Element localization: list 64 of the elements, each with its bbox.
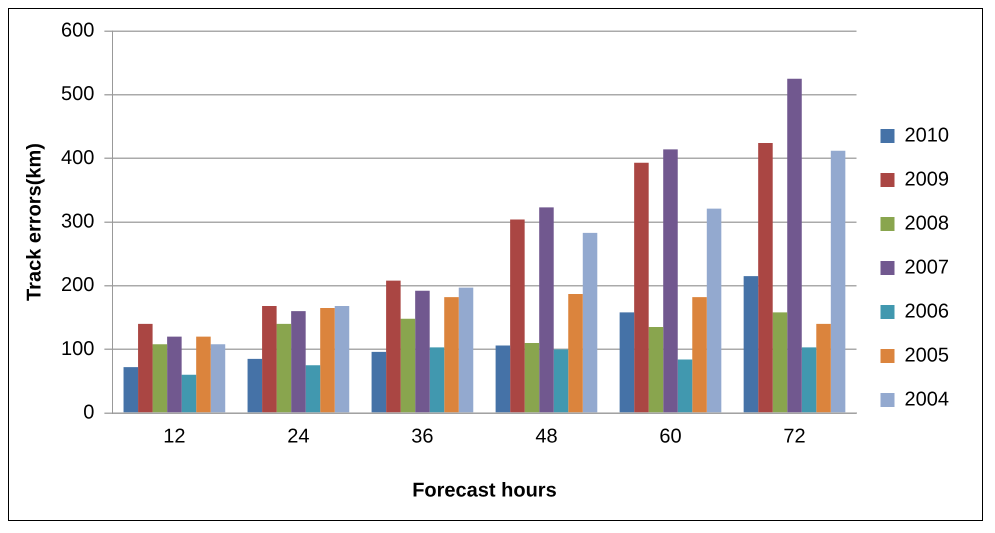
bar — [830, 150, 846, 412]
legend-label: 2008 — [904, 212, 950, 235]
legend-label: 2005 — [904, 344, 950, 367]
bar — [152, 344, 168, 412]
bar — [539, 207, 554, 412]
bar — [386, 280, 401, 412]
bar — [496, 346, 510, 412]
legend-label: 2009 — [904, 168, 950, 191]
x-tick-label: 36 — [411, 426, 434, 448]
x-tick-label: 12 — [163, 426, 186, 448]
bar — [678, 360, 692, 412]
legend-label: 2007 — [904, 256, 950, 279]
bar — [320, 308, 335, 412]
x-tick-label: 48 — [535, 426, 558, 448]
bar — [262, 306, 277, 412]
legend-label: 2010 — [904, 124, 950, 147]
x-tick-label: 72 — [783, 426, 806, 448]
bar — [306, 365, 320, 412]
legend-label: 2004 — [904, 388, 950, 411]
bar — [372, 352, 386, 412]
bar — [430, 347, 444, 412]
bar — [444, 297, 459, 412]
bar — [582, 232, 598, 412]
bar — [276, 324, 292, 412]
bar — [182, 374, 196, 412]
y-tick-label: 0 — [83, 402, 94, 424]
bar — [706, 208, 722, 412]
bar — [334, 306, 350, 412]
bar — [458, 288, 474, 412]
bar — [510, 219, 525, 412]
bar — [692, 297, 707, 412]
bar — [167, 336, 182, 412]
bar — [568, 294, 583, 412]
bar — [816, 324, 831, 412]
bar — [634, 162, 649, 412]
bar — [124, 367, 138, 412]
x-tick-label: 60 — [659, 426, 682, 448]
y-tick-label: 400 — [60, 146, 94, 169]
bar — [758, 143, 773, 412]
bar — [802, 347, 816, 412]
bar — [248, 358, 262, 412]
bar — [772, 312, 788, 412]
x-axis-title: Forecast hours — [412, 480, 557, 502]
bar — [291, 311, 306, 412]
bar — [620, 312, 634, 412]
y-tick-label: 600 — [60, 20, 94, 42]
legend-label: 2006 — [904, 300, 950, 323]
y-tick-label: 200 — [60, 274, 94, 296]
bar — [415, 290, 430, 412]
y-tick-label: 300 — [60, 210, 94, 233]
bar — [196, 336, 211, 412]
bar — [787, 78, 802, 412]
bar — [663, 149, 678, 412]
bar — [648, 327, 664, 412]
bar — [138, 324, 153, 412]
bar — [210, 344, 226, 412]
x-tick-label: 24 — [287, 426, 310, 448]
y-tick-label: 100 — [60, 338, 94, 360]
y-tick-label: 500 — [60, 83, 94, 106]
bar — [524, 342, 540, 412]
y-axis-title: Track errors(km) — [24, 143, 46, 301]
bar — [744, 276, 758, 412]
bar — [554, 349, 568, 412]
bar — [400, 318, 416, 412]
